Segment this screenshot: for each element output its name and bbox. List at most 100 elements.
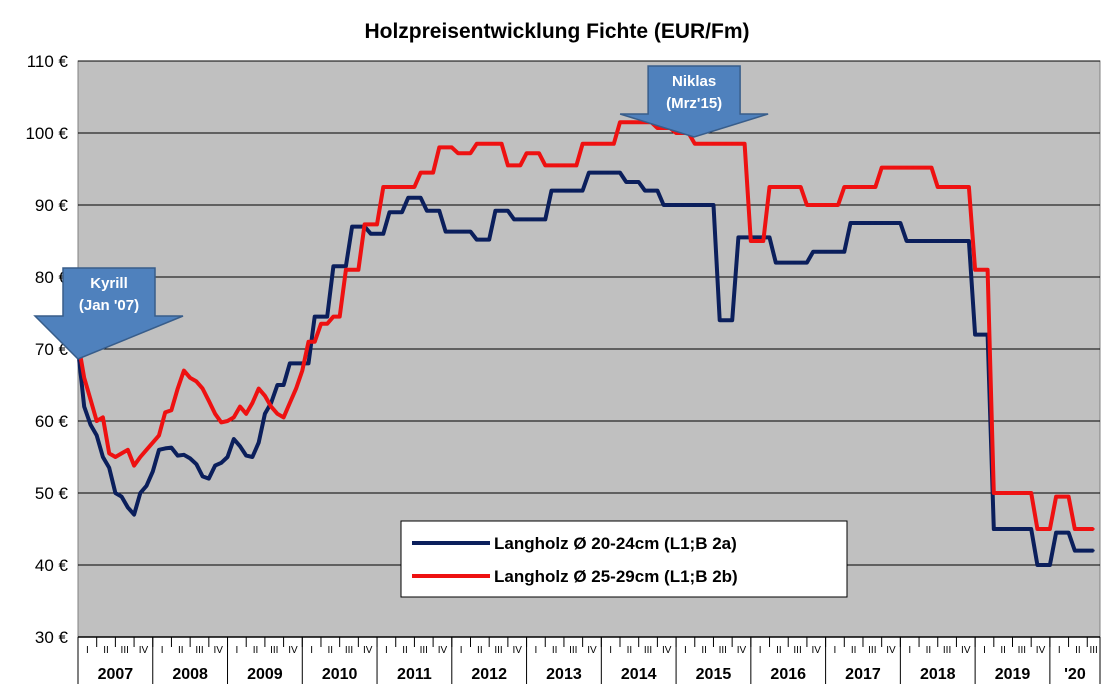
data-point: [980, 333, 983, 336]
data-point: [899, 221, 902, 225]
data-point: [718, 319, 721, 322]
data-point: [220, 461, 223, 464]
data-point: [606, 142, 609, 145]
data-point: [400, 211, 404, 214]
data-point: [631, 180, 634, 184]
data-point: [768, 185, 771, 189]
data-point: [450, 230, 453, 233]
data-point: [276, 412, 279, 415]
quarter-label: II: [776, 645, 782, 656]
data-point: [824, 203, 827, 207]
data-point: [531, 218, 534, 221]
y-tick-label: 40 €: [35, 556, 69, 575]
data-point: [656, 189, 659, 192]
data-point: [855, 221, 858, 225]
data-point: [1054, 495, 1058, 498]
data-point: [220, 421, 223, 424]
data-point: [1086, 527, 1089, 531]
data-point: [263, 412, 267, 415]
data-point: [263, 394, 267, 397]
quarter-label: II: [851, 645, 857, 656]
data-point: [1073, 549, 1077, 552]
data-point: [132, 513, 136, 516]
data-point: [145, 448, 148, 451]
data-point: [662, 203, 665, 207]
data-point: [288, 401, 291, 405]
data-point: [1011, 491, 1014, 495]
data-point: [880, 166, 883, 169]
quarter-label: I: [86, 645, 89, 656]
data-point: [338, 265, 341, 268]
data-point: [949, 185, 952, 189]
quarter-label: IV: [1036, 645, 1046, 656]
data-point: [182, 369, 186, 372]
data-point: [575, 164, 578, 167]
data-point: [668, 203, 672, 207]
data-point: [294, 387, 298, 390]
data-point: [170, 409, 173, 412]
quarter-label: III: [270, 645, 278, 656]
data-point: [774, 185, 777, 189]
data-point: [1036, 527, 1039, 531]
data-point: [201, 387, 204, 390]
data-point: [257, 387, 260, 390]
data-point: [319, 315, 323, 318]
quarter-label: II: [1075, 645, 1081, 656]
quarter-label: III: [420, 645, 428, 656]
data-point: [818, 250, 821, 253]
data-point: [481, 142, 485, 145]
data-point: [581, 189, 584, 192]
data-point: [687, 203, 690, 207]
data-point: [357, 225, 360, 228]
data-point: [120, 495, 123, 498]
data-point: [544, 164, 547, 167]
quarter-label: III: [569, 645, 577, 656]
data-point: [625, 180, 628, 184]
y-tick-label: 50 €: [35, 484, 69, 503]
data-point: [157, 434, 161, 437]
quarter-label: IV: [288, 645, 298, 656]
legend-label: Langholz Ø 20-24cm (L1;B 2a): [494, 534, 737, 553]
data-point: [375, 223, 379, 226]
data-point: [1048, 563, 1052, 567]
data-point: [799, 261, 802, 264]
data-point: [294, 362, 298, 365]
data-point: [942, 185, 946, 189]
data-point: [575, 189, 578, 192]
data-point: [998, 527, 1002, 531]
data-point: [506, 164, 510, 167]
quarter-label: I: [684, 645, 687, 656]
y-tick-label: 80 €: [35, 268, 69, 287]
data-point: [693, 203, 696, 207]
data-point: [307, 362, 310, 365]
data-point: [1023, 527, 1027, 531]
data-point: [787, 185, 790, 189]
year-label: 2010: [322, 666, 358, 683]
data-point: [942, 239, 946, 243]
data-point: [89, 423, 92, 426]
data-point: [338, 315, 341, 318]
data-point: [1023, 491, 1027, 495]
data-point: [444, 230, 447, 233]
year-label: 2007: [98, 666, 134, 683]
data-point: [930, 239, 933, 243]
quarter-label: IV: [737, 645, 747, 656]
callout-line1: Kyrill: [90, 275, 128, 292]
quarter-label: I: [535, 645, 538, 656]
data-point: [936, 239, 939, 243]
data-point: [1054, 531, 1058, 534]
quarter-label: II: [328, 645, 334, 656]
series-points: [76, 121, 1095, 531]
data-point: [849, 221, 852, 225]
callout-line1: Niklas: [672, 73, 716, 90]
year-label: 2018: [920, 666, 956, 683]
data-point: [269, 405, 273, 408]
data-point: [394, 185, 397, 189]
year-label: 2016: [770, 666, 806, 683]
quarter-label: II: [552, 645, 558, 656]
quarter-label: III: [644, 645, 652, 656]
data-point: [494, 209, 497, 212]
data-point: [998, 491, 1002, 495]
data-point: [257, 441, 260, 444]
data-point: [544, 218, 547, 221]
